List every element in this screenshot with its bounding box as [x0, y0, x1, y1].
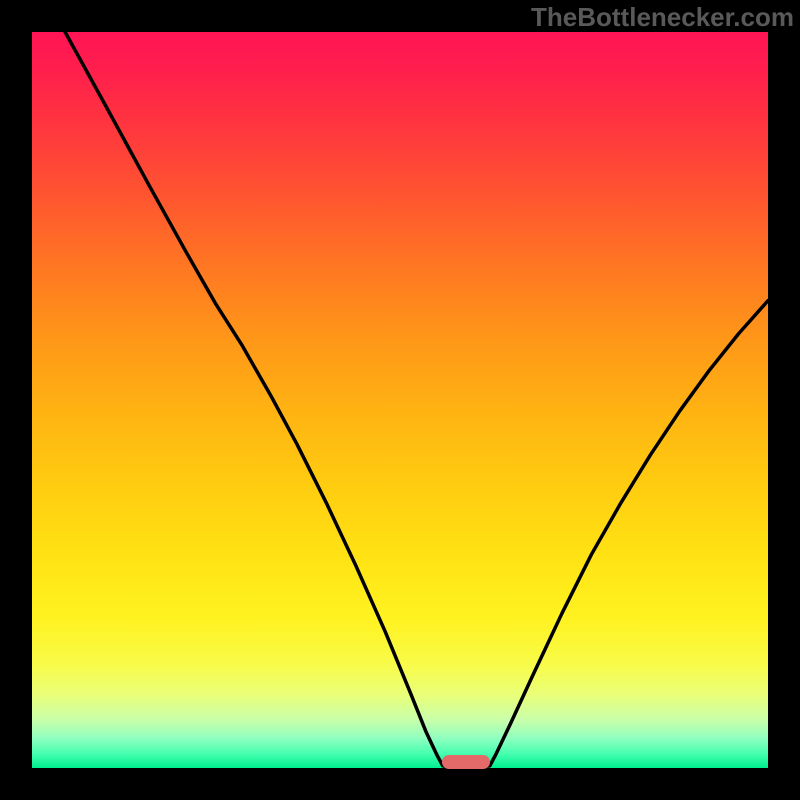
plot-area: [32, 32, 768, 768]
bottleneck-curve: [65, 32, 768, 768]
chart-frame: TheBottlenecker.com: [0, 0, 800, 800]
bottleneck-curve-svg: [32, 32, 768, 768]
attribution-text: TheBottlenecker.com: [531, 2, 794, 33]
optimal-marker: [442, 755, 490, 770]
